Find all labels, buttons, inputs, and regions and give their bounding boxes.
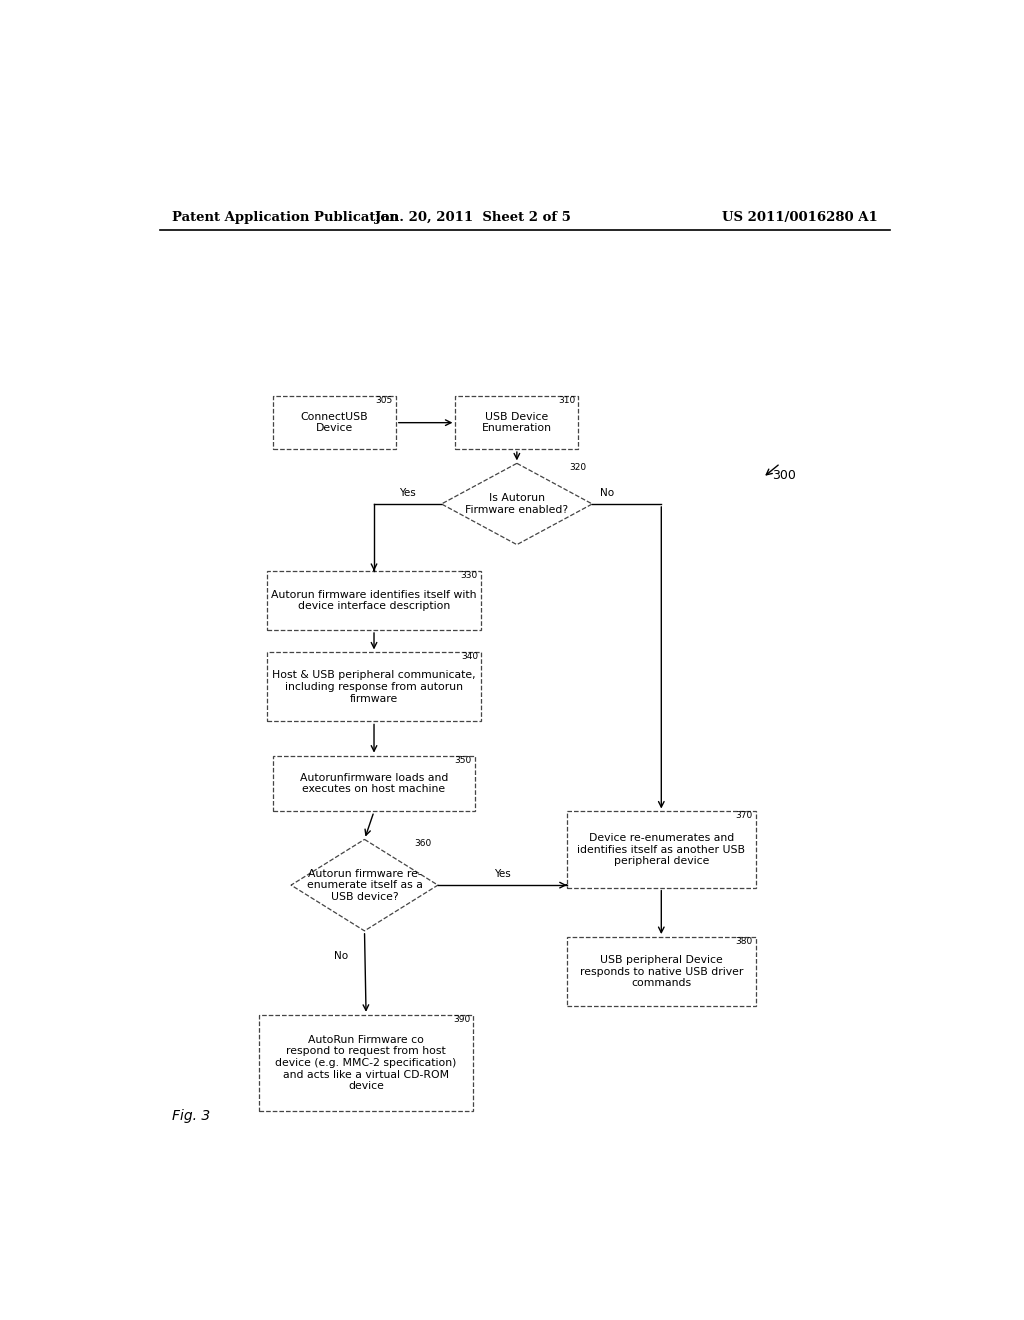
Polygon shape [291, 840, 438, 931]
Text: 350: 350 [455, 755, 472, 764]
Text: Yes: Yes [399, 488, 416, 498]
FancyBboxPatch shape [567, 812, 756, 887]
Text: 330: 330 [461, 572, 478, 579]
Text: 360: 360 [415, 840, 431, 849]
Text: 380: 380 [735, 937, 753, 946]
Text: Host & USB peripheral communicate,
including response from autorun
firmware: Host & USB peripheral communicate, inclu… [272, 671, 476, 704]
Text: No: No [335, 952, 348, 961]
Text: 390: 390 [453, 1015, 470, 1024]
Text: No: No [600, 488, 614, 498]
Text: Device re-enumerates and
identifies itself as another USB
peripheral device: Device re-enumerates and identifies itse… [578, 833, 745, 866]
Text: Patent Application Publication: Patent Application Publication [172, 211, 398, 224]
FancyBboxPatch shape [272, 755, 475, 812]
FancyBboxPatch shape [272, 396, 396, 449]
Text: 340: 340 [461, 652, 478, 661]
Text: Fig. 3: Fig. 3 [172, 1109, 210, 1123]
Text: USB peripheral Device
responds to native USB driver
commands: USB peripheral Device responds to native… [580, 954, 743, 989]
Text: Autorunfirmware loads and
executes on host machine: Autorunfirmware loads and executes on ho… [300, 772, 449, 795]
Text: 370: 370 [735, 812, 753, 821]
Text: US 2011/0016280 A1: US 2011/0016280 A1 [722, 211, 878, 224]
Text: Autorun firmware identifies itself with
device interface description: Autorun firmware identifies itself with … [271, 590, 477, 611]
FancyBboxPatch shape [267, 572, 481, 630]
Text: Autorun firmware re-
enumerate itself as a
USB device?: Autorun firmware re- enumerate itself as… [306, 869, 423, 902]
Text: ConnectUSB
Device: ConnectUSB Device [300, 412, 369, 433]
FancyBboxPatch shape [567, 937, 756, 1006]
Text: 310: 310 [558, 396, 575, 405]
Text: Is Autorun
Firmware enabled?: Is Autorun Firmware enabled? [465, 494, 568, 515]
FancyBboxPatch shape [456, 396, 579, 449]
FancyBboxPatch shape [267, 652, 481, 722]
Text: 305: 305 [376, 396, 392, 405]
Text: 320: 320 [568, 463, 586, 473]
Text: Yes: Yes [494, 869, 511, 879]
Text: Jan. 20, 2011  Sheet 2 of 5: Jan. 20, 2011 Sheet 2 of 5 [375, 211, 571, 224]
FancyBboxPatch shape [259, 1015, 473, 1111]
Text: AutoRun Firmware co
respond to request from host
device (e.g. MMC-2 specificatio: AutoRun Firmware co respond to request f… [275, 1035, 457, 1092]
Text: 300: 300 [772, 469, 797, 482]
Polygon shape [441, 463, 592, 545]
Text: USB Device
Enumeration: USB Device Enumeration [482, 412, 552, 433]
